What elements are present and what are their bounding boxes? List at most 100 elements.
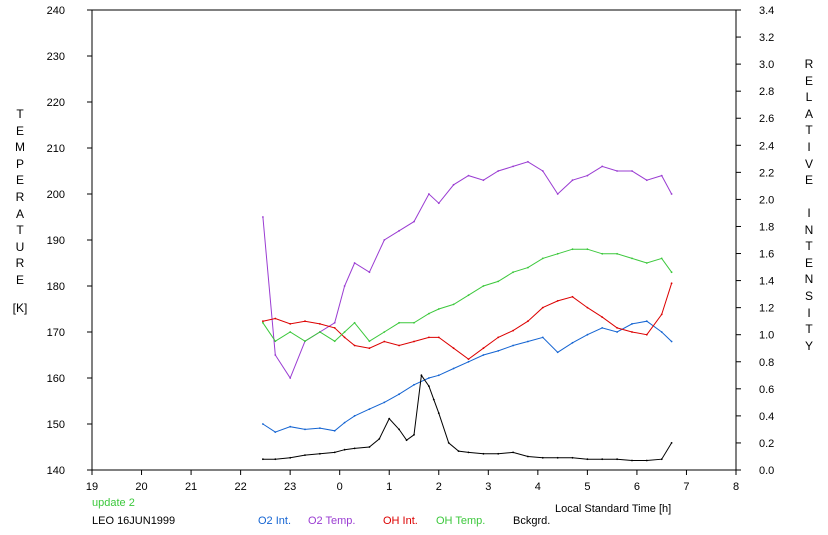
y-left-tick-label: 140: [47, 465, 65, 477]
y-right-tick-label: 1.6: [759, 249, 774, 261]
y-left-tick-label: 220: [47, 97, 65, 109]
y-right-tick-label: 1.8: [759, 221, 774, 233]
series-point-1: [527, 160, 529, 163]
series-point-3: [398, 321, 400, 324]
series-point-4: [413, 433, 415, 436]
series-point-3: [571, 248, 574, 251]
x-tick-label: 3: [485, 481, 491, 493]
series-point-1: [482, 179, 485, 182]
series-point-2: [670, 282, 673, 285]
x-tick-label: 8: [733, 481, 739, 493]
series-point-2: [631, 331, 633, 333]
series-point-2: [304, 320, 306, 323]
series-point-4: [512, 451, 514, 454]
series-point-3: [289, 331, 292, 333]
x-tick-label: 19: [86, 481, 98, 493]
plot-area-frame: [91, 9, 737, 471]
series-point-1: [670, 193, 673, 195]
series-point-4: [670, 442, 673, 444]
right-axis-label: R E L A T I V E: [804, 57, 814, 188]
y-right-tick-label: 2.8: [759, 86, 774, 98]
series-point-2: [437, 336, 440, 339]
series-point-3: [556, 252, 559, 255]
series-point-1: [541, 170, 544, 172]
series-point-0: [645, 320, 648, 323]
y-left-tick-label: 180: [47, 281, 65, 293]
legend-o2-temp: O2 Temp.: [308, 515, 356, 527]
series-point-0: [289, 425, 292, 428]
series-point-0: [660, 331, 663, 333]
series-point-1: [262, 216, 264, 218]
series-line-3: [262, 248, 673, 342]
series-point-0: [601, 327, 604, 329]
series-point-0: [343, 421, 346, 424]
series-point-0: [274, 431, 277, 433]
y-right-tick-label: 3.0: [759, 59, 774, 71]
series-point-3: [333, 340, 336, 343]
series-point-3: [601, 252, 604, 255]
series-point-4: [333, 451, 336, 454]
series-point-4: [405, 439, 408, 442]
series-point-4: [571, 456, 574, 459]
series-point-1: [586, 174, 589, 177]
series-point-3: [319, 331, 321, 333]
series-point-0: [497, 350, 500, 352]
series-point-3: [670, 271, 673, 274]
x-tick-label: 4: [535, 481, 541, 493]
series-point-3: [527, 266, 529, 269]
y-right-tick-label: 1.0: [759, 330, 774, 342]
series-point-0: [319, 427, 321, 429]
series-point-1: [660, 174, 663, 177]
series-point-3: [660, 257, 663, 260]
series-point-0: [631, 323, 633, 325]
series-point-2: [482, 347, 485, 350]
y-left-tick-label: 200: [47, 189, 65, 201]
series-point-2: [289, 323, 292, 325]
series-point-2: [319, 323, 321, 325]
series-point-0: [353, 415, 356, 417]
legend-oh-temp: OH Temp.: [436, 515, 486, 527]
y-right-tick-label: 2.2: [759, 167, 774, 179]
series-point-1: [437, 202, 440, 205]
series-point-4: [319, 452, 321, 455]
series-point-2: [616, 327, 618, 329]
series-point-1: [398, 229, 400, 232]
series-point-0: [467, 360, 470, 363]
y-left-tick-label: 230: [47, 51, 65, 63]
series-point-1: [616, 170, 618, 172]
series-point-4: [631, 459, 633, 462]
series-point-1: [467, 174, 470, 177]
series-point-4: [343, 448, 346, 451]
series-point-2: [333, 327, 336, 329]
series-point-3: [368, 340, 371, 343]
left-axis-unit: [K]: [12, 301, 28, 315]
series-point-0: [556, 351, 559, 354]
series-point-4: [274, 458, 277, 461]
series-point-2: [383, 340, 386, 343]
series-point-1: [428, 193, 430, 195]
series-point-4: [586, 458, 589, 461]
series-point-1: [383, 239, 386, 241]
y-right-tick-label: 2.4: [759, 140, 774, 152]
series-point-0: [428, 377, 430, 379]
series-point-4: [398, 428, 400, 431]
series-point-0: [333, 429, 336, 432]
series-point-3: [497, 280, 500, 283]
series-point-2: [571, 295, 574, 298]
series-point-2: [428, 336, 430, 339]
series-point-3: [437, 308, 440, 310]
series-point-2: [527, 320, 529, 323]
x-axis-label: Local Standard Time [h]: [555, 503, 671, 515]
y-left-tick-label: 170: [47, 327, 65, 339]
x-tick-label: 7: [683, 481, 689, 493]
series-point-4: [388, 417, 391, 420]
series-point-2: [353, 344, 356, 347]
series-point-4: [541, 456, 544, 459]
series-point-3: [274, 340, 277, 343]
series-point-2: [512, 329, 514, 332]
series-point-1: [353, 262, 356, 264]
series-point-2: [467, 358, 470, 360]
series-point-0: [398, 393, 400, 396]
right-axis-label-2: I N T E N S I T Y: [804, 206, 814, 353]
